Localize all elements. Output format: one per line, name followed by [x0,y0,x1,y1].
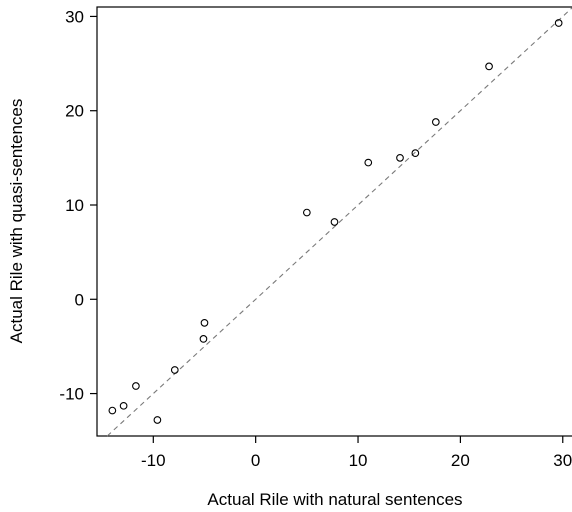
x-tick-label--10: -10 [141,451,166,470]
x-tick-label-10: 10 [349,451,368,470]
data-points [108,19,563,424]
x-tick-label-30: 30 [553,451,572,470]
y-tick-label-20: 20 [65,102,84,121]
data-point-1 [108,406,117,415]
data-point-11 [396,154,404,162]
data-point-2 [119,401,128,410]
x-axis-title: Actual Rile with natural sentences [207,490,462,509]
reference-line [106,7,572,437]
data-point-4 [153,416,162,424]
x-tick-label-20: 20 [451,451,470,470]
y-axis-title: Actual Rile with quasi-sentences [7,99,26,344]
y-axis: -10 0 10 20 30 [59,7,97,404]
y-tick-label-30: 30 [65,7,84,26]
data-point-15 [554,19,563,27]
plot-area [96,6,572,437]
data-point-12 [411,149,420,157]
data-point-7 [199,335,208,343]
data-point-9 [330,218,339,226]
data-point-5 [170,366,179,374]
x-axis: -10 0 10 20 30 [141,436,572,470]
data-point-13 [431,118,440,126]
y-tick-label-10: 10 [65,196,84,215]
plot-frame [96,6,572,437]
x-tick-label-0: 0 [251,451,260,470]
data-point-10 [364,158,373,167]
data-point-6 [200,319,209,327]
data-point-8 [302,208,311,217]
y-tick-label--10: -10 [59,385,84,404]
y-tick-label-0: 0 [75,290,84,309]
data-point-3 [132,382,140,390]
data-point-14 [485,62,493,71]
